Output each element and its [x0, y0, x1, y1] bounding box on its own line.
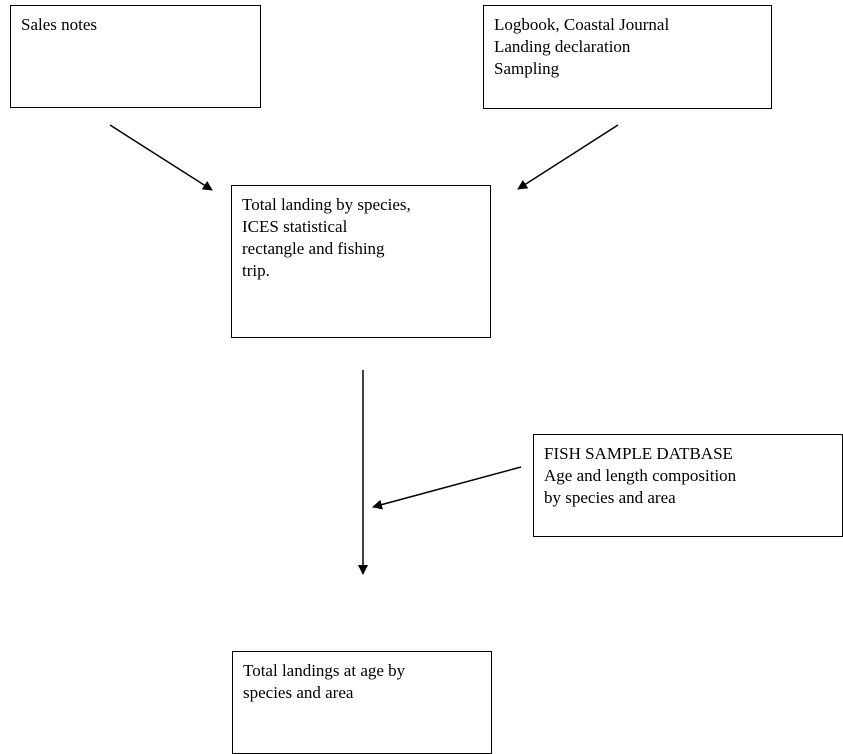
logbook-text-line-2: Landing declaration — [494, 37, 631, 56]
total-age-text-line-1: Total landings at age by — [243, 661, 406, 680]
total-landing-text-line-4: trip. — [242, 261, 270, 280]
fish-sample-text-line-2: Age and length composition — [544, 466, 737, 485]
logbook-box: Logbook, Coastal Journal Landing declara… — [483, 5, 772, 109]
fish-sample-text-line-3: by species and area — [544, 488, 676, 507]
arrow-sales-to-total — [109, 124, 213, 191]
total-landing-box: Total landing by species, ICES statistic… — [231, 185, 491, 338]
fish-sample-database-box: FISH SAMPLE DATBASE Age and length compo… — [533, 434, 843, 537]
total-landing-text-line-1: Total landing by species, — [242, 195, 411, 214]
total-landings-at-age-box: Total landings at age by species and are… — [232, 651, 492, 754]
total-landing-text-line-3: rectangle and fishing — [242, 239, 385, 258]
arrow-logbook-to-total — [517, 124, 619, 190]
logbook-text-line-3: Sampling — [494, 59, 560, 78]
total-age-text-line-2: species and area — [243, 683, 354, 702]
fish-sample-text-line-1: FISH SAMPLE DATBASE — [544, 444, 733, 463]
sales-notes-text: Sales notes — [21, 15, 98, 34]
logbook-text-line-1: Logbook, Coastal Journal — [494, 15, 670, 34]
arrow-fish-to-main — [372, 466, 522, 510]
sales-notes-box: Sales notes — [10, 5, 261, 108]
total-landing-text-line-2: ICES statistical — [242, 217, 348, 236]
